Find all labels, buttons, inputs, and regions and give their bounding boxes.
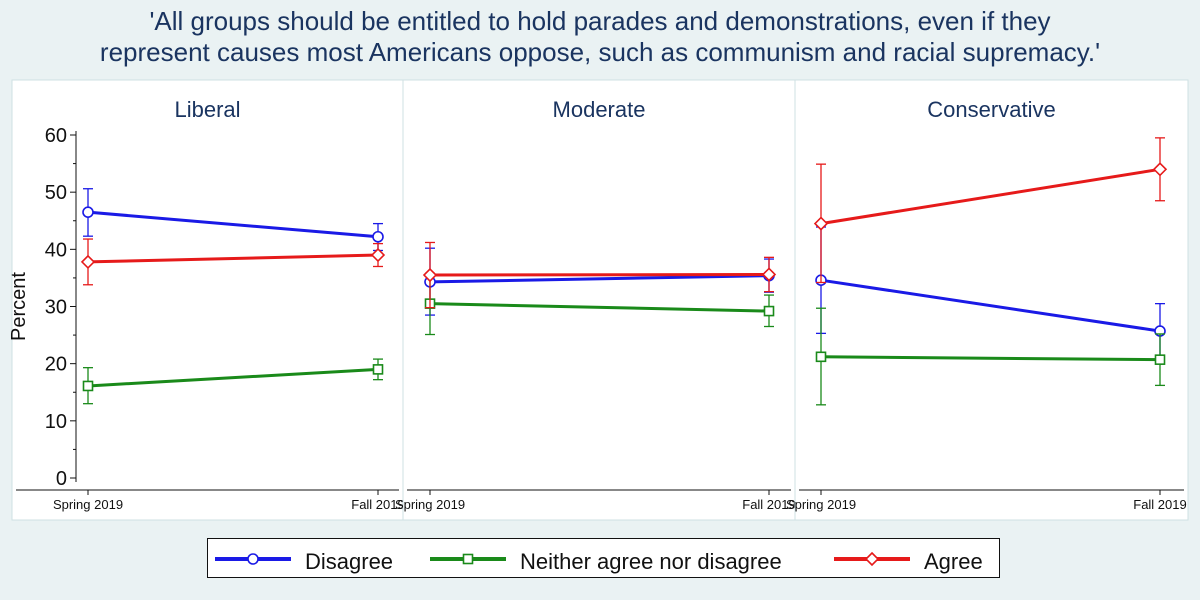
legend-swatch-disagree xyxy=(215,553,291,565)
legend-swatch-agree xyxy=(834,551,910,567)
legend-marker-disagree xyxy=(247,553,259,565)
point-liberal-disagree-1 xyxy=(372,230,384,243)
chart-legend: Disagree Neither agree nor disagree Agre… xyxy=(207,538,1000,578)
point-conservative-agree-1 xyxy=(1152,162,1168,177)
point-moderate-neither-agree-nor-disagree-1 xyxy=(763,305,775,317)
series-line-moderate-disagree xyxy=(429,274,770,284)
y-tick-label-40: 40 xyxy=(45,239,67,261)
point-moderate-agree-1 xyxy=(761,267,777,282)
series-line-liberal-agree xyxy=(87,253,379,264)
series-line-liberal-disagree xyxy=(87,210,379,239)
series-line-moderate-neither-agree-nor-disagree xyxy=(429,302,770,313)
point-conservative-neither-agree-nor-disagree-1 xyxy=(1154,354,1166,365)
y-tick-label-10: 10 xyxy=(45,411,67,433)
series-line-liberal-neither-agree-nor-disagree xyxy=(87,367,379,388)
x-tick-label-moderate-0: Spring 2019 xyxy=(395,497,465,512)
point-liberal-agree-0 xyxy=(80,254,96,270)
point-liberal-disagree-0 xyxy=(82,206,94,218)
point-liberal-neither-agree-nor-disagree-1 xyxy=(372,364,384,375)
point-moderate-agree-0 xyxy=(422,267,438,283)
legend-label-neither: Neither agree nor disagree xyxy=(520,549,782,574)
point-liberal-neither-agree-nor-disagree-0 xyxy=(82,380,94,392)
y-tick-label-60: 60 xyxy=(45,125,67,147)
panel-liberal-background xyxy=(11,79,404,521)
y-tick-label-0: 0 xyxy=(56,468,67,490)
panel-title-conservative: Conservative xyxy=(927,97,1055,122)
chart-title: 'All groups should be entitled to hold p… xyxy=(0,6,1200,68)
y-tick-label-20: 20 xyxy=(45,354,67,376)
legend-marker-agree xyxy=(864,551,880,567)
point-conservative-neither-agree-nor-disagree-0 xyxy=(815,351,827,363)
point-liberal-agree-1 xyxy=(370,247,386,263)
chart-title-line-1: 'All groups should be entitled to hold p… xyxy=(149,6,1051,36)
legend-label-agree: Agree xyxy=(924,549,983,574)
panel-moderate-background xyxy=(402,79,796,521)
x-tick-label-conservative-1: Fall 2019 xyxy=(1133,497,1186,512)
y-tick-label-30: 30 xyxy=(45,297,67,319)
chart-title-line-2: represent causes most Americans oppose, … xyxy=(99,37,1101,67)
point-conservative-agree-0 xyxy=(813,216,829,231)
y-axis-label: Percent xyxy=(8,272,30,341)
y-tick-label-50: 50 xyxy=(45,182,67,204)
legend-marker-neither-agree-nor-disagree xyxy=(462,553,474,565)
series-line-conservative-disagree xyxy=(820,278,1161,333)
x-tick-label-liberal-1: Fall 2019 xyxy=(351,497,404,512)
x-tick-label-liberal-0: Spring 2019 xyxy=(53,497,123,512)
legend-swatch-neither xyxy=(430,553,506,565)
series-line-conservative-neither-agree-nor-disagree xyxy=(820,355,1161,362)
panel-title-liberal: Liberal xyxy=(174,97,240,122)
series-line-moderate-agree xyxy=(429,272,770,277)
x-tick-label-moderate-1: Fall 2019 xyxy=(742,497,795,512)
panel-title-moderate: Moderate xyxy=(553,97,646,122)
panel-conservative-background xyxy=(794,79,1189,521)
x-tick-label-conservative-0: Spring 2019 xyxy=(786,497,856,512)
legend-label-disagree: Disagree xyxy=(305,549,394,574)
series-line-conservative-agree xyxy=(820,167,1161,226)
